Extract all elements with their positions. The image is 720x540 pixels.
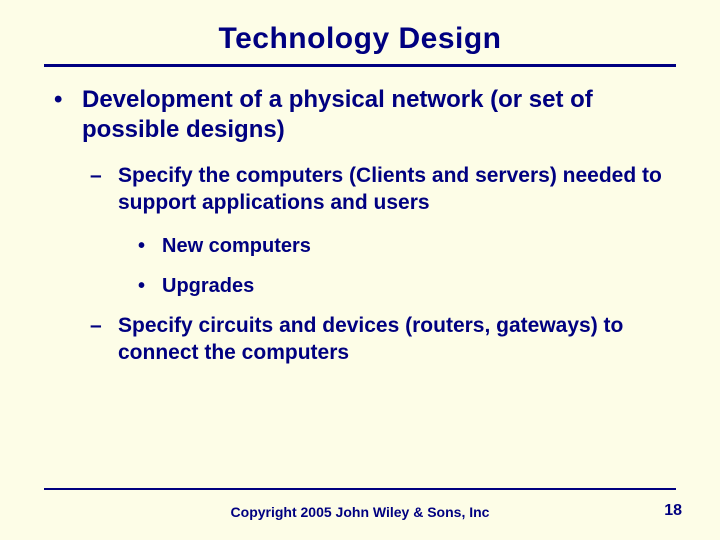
title-underline <box>44 64 676 67</box>
bullet-text: Upgrades <box>162 273 254 299</box>
bullet-level3: • New computers <box>138 233 672 259</box>
copyright-footer: Copyright 2005 John Wiley & Sons, Inc <box>0 504 720 520</box>
bullet-level2: – Specify circuits and devices (routers,… <box>90 313 672 367</box>
bullet-level2: – Specify the computers (Clients and ser… <box>90 163 672 217</box>
bullet-text: New computers <box>162 233 311 259</box>
bullet-level1: • Development of a physical network (or … <box>48 85 672 145</box>
bullet-text: Specify the computers (Clients and serve… <box>118 163 672 217</box>
footer-rule <box>44 488 676 490</box>
bullet-level3: • Upgrades <box>138 273 672 299</box>
slide-content: • Development of a physical network (or … <box>0 85 720 367</box>
bullet-text: Development of a physical network (or se… <box>82 85 672 145</box>
bullet-marker: • <box>48 85 82 145</box>
dash-marker: – <box>90 163 118 217</box>
bullet-marker: • <box>138 233 162 259</box>
bullet-text: Specify circuits and devices (routers, g… <box>118 313 672 367</box>
slide-title: Technology Design <box>0 0 720 64</box>
bullet-marker: • <box>138 273 162 299</box>
dash-marker: – <box>90 313 118 367</box>
page-number: 18 <box>664 502 682 520</box>
